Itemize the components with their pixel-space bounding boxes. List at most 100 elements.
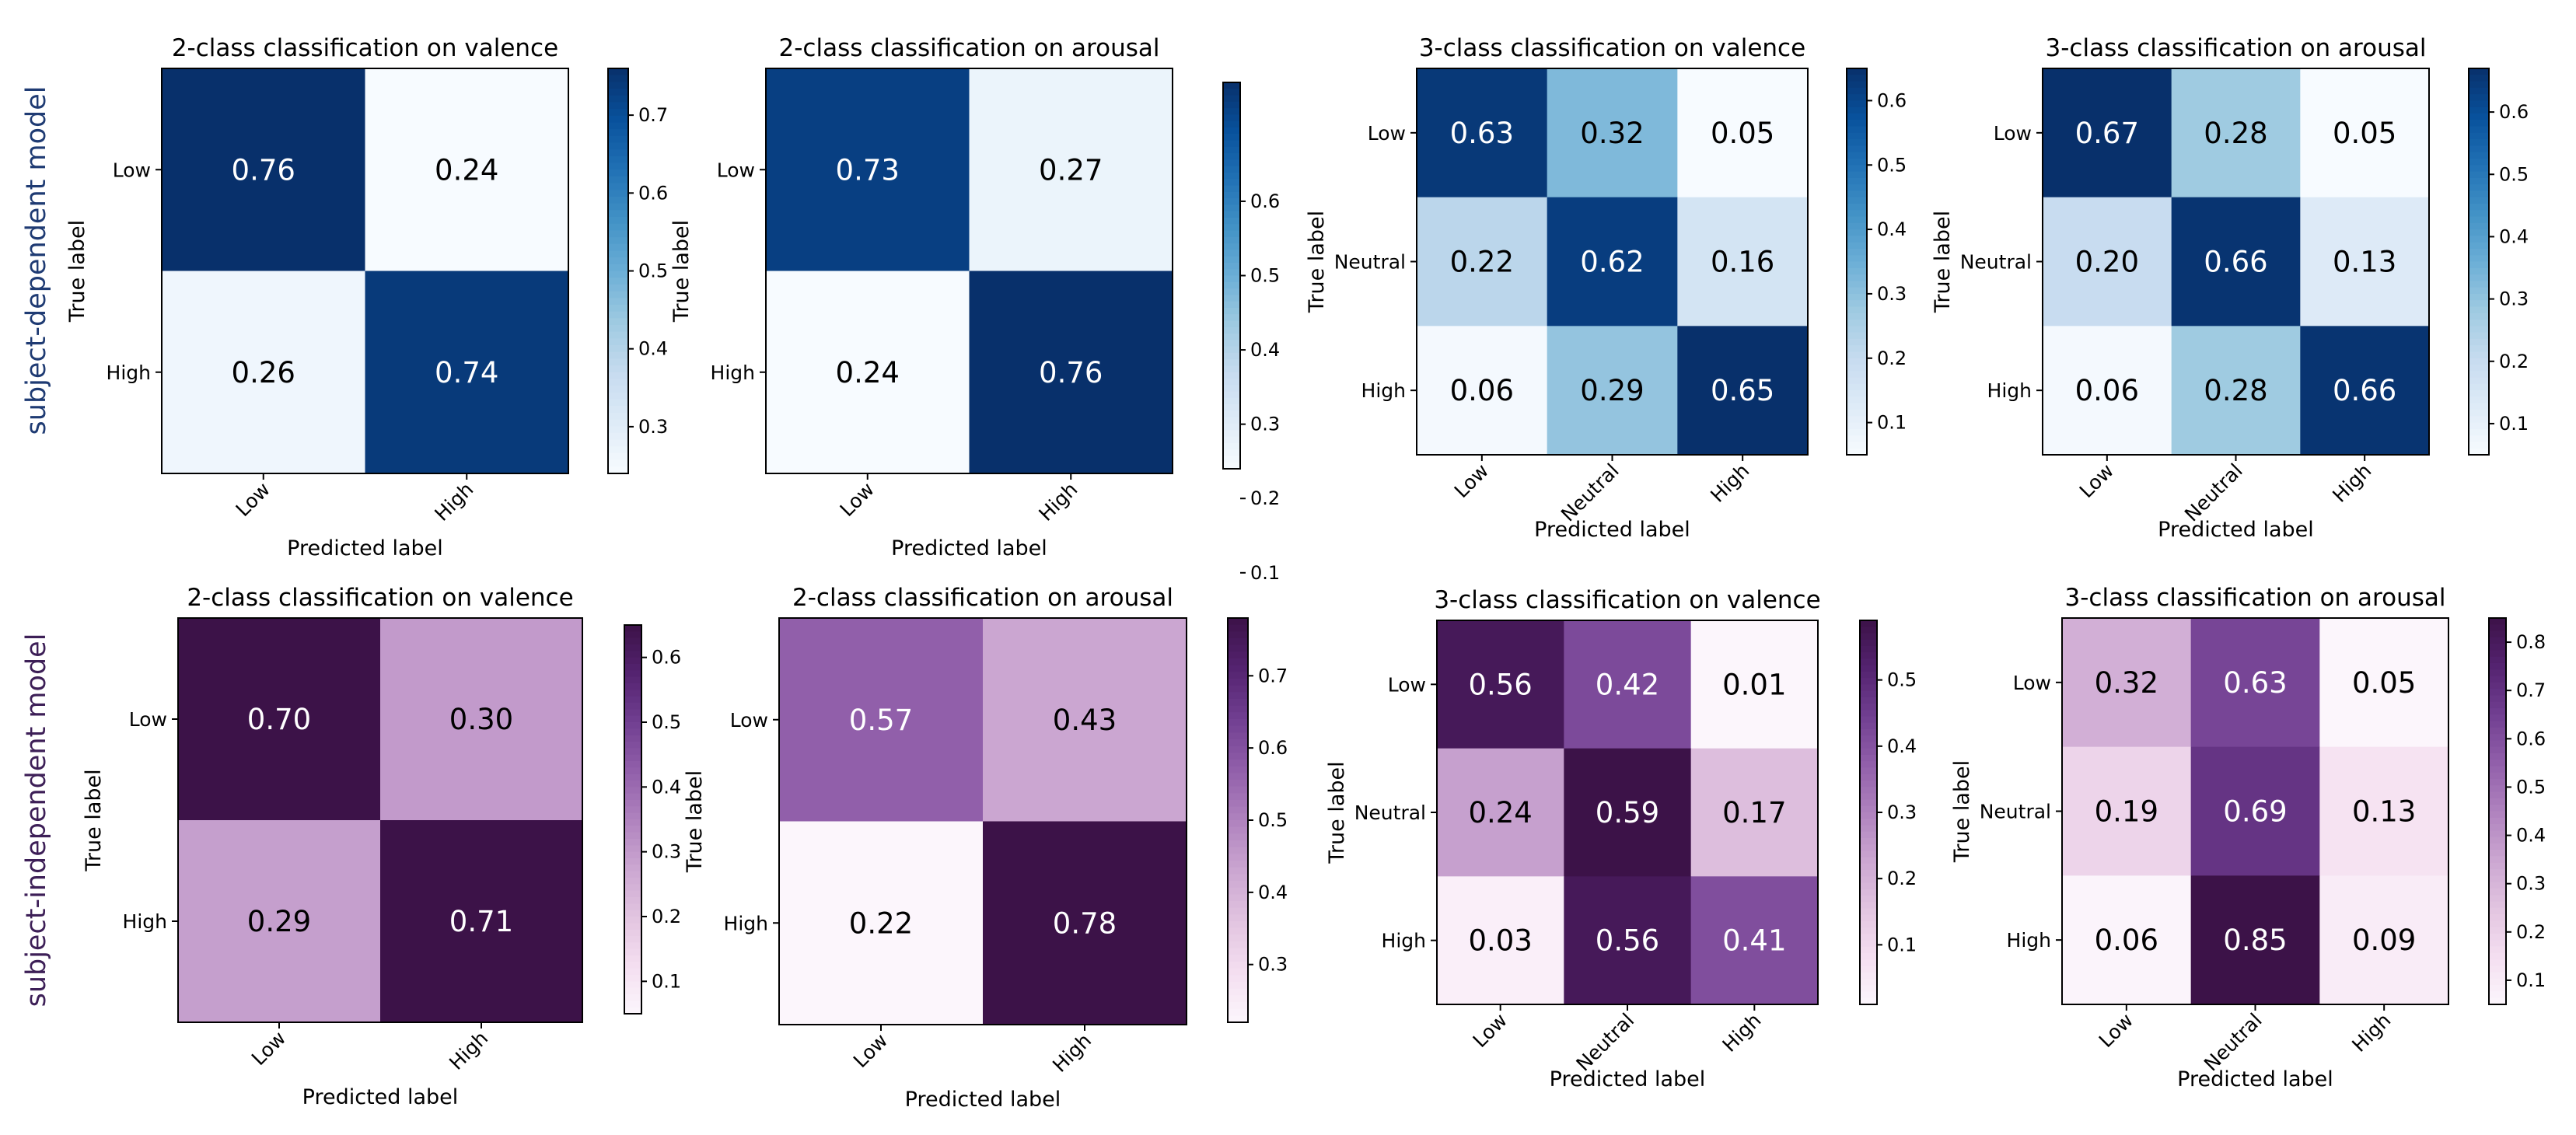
colorbar-tick-label: 0.3 (1877, 283, 1907, 305)
cell-value-label: 0.20 (2075, 246, 2139, 279)
heatmap-cell (2300, 197, 2430, 327)
colorbar-segment (2489, 843, 2506, 850)
colorbar-segment (608, 452, 628, 461)
colorbar-segment (2469, 177, 2489, 185)
colorbar-segment (1860, 665, 1877, 672)
colorbar-tick-label: 0.1 (2516, 969, 2546, 991)
colorbar-segment (608, 109, 628, 117)
colorbar-segment (1860, 620, 1877, 627)
colorbar-segment (1223, 134, 1240, 141)
colorbar-segment (1228, 651, 1248, 659)
colorbar-segment (2469, 428, 2489, 436)
heatmap-cell (1677, 197, 1809, 327)
colorbar-tick-label: 0.4 (1250, 339, 1280, 361)
colorbar-segment (1228, 806, 1248, 814)
colorbar-segment (2489, 888, 2506, 896)
colorbar-segment (1228, 665, 1248, 672)
cell-value-label: 0.76 (232, 153, 295, 187)
colorbar-segment (1228, 1015, 1248, 1023)
colorbar-segment (2469, 236, 2489, 243)
colorbar-segment (624, 936, 641, 943)
x-tick-label: Neutral (1571, 1009, 1638, 1076)
colorbar-segment (1860, 728, 1877, 736)
colorbar-segment (1860, 850, 1877, 858)
x-tick-label: High (2328, 459, 2375, 507)
colorbar-segment (2469, 81, 2489, 89)
colorbar-segment (1228, 1008, 1248, 1016)
colorbar-segment (624, 781, 641, 788)
heatmap-cell (1690, 876, 1819, 1005)
heatmap-cell (766, 68, 970, 271)
colorbar-tick-label: 0.6 (652, 647, 681, 669)
colorbar-segment (1223, 334, 1240, 340)
colorbar-segment (1228, 725, 1248, 733)
colorbar-segment (624, 637, 641, 645)
colorbar-segment (1228, 746, 1248, 753)
colorbar-segment (1847, 338, 1867, 346)
y-axis-label: True label (669, 220, 694, 323)
colorbar-segment (1860, 748, 1877, 756)
colorbar-segment (1860, 735, 1877, 743)
colorbar-tick-label: 0.4 (2499, 225, 2529, 247)
colorbar-segment (1228, 887, 1248, 895)
confusion-matrix-panel: 2-class classification on valence 0.76 0.2… (65, 34, 668, 561)
heatmap-cell (1437, 748, 1564, 877)
colorbar-segment (1228, 840, 1248, 848)
colorbar-segment (608, 271, 628, 278)
colorbar-segment (624, 735, 641, 742)
y-axis-label: True label (683, 770, 707, 873)
colorbar-segment (608, 257, 628, 265)
plot-frame (778, 617, 1187, 1025)
colorbar-segment (2489, 824, 2506, 831)
colorbar-segment (624, 676, 641, 684)
colorbar-segment (1223, 166, 1240, 173)
colorbar-segment (1223, 95, 1240, 103)
colorbar-segment (1223, 365, 1240, 373)
colorbar-segment (2489, 914, 2506, 921)
colorbar-tick-label: 0.3 (1887, 801, 1917, 823)
colorbar-segment (1847, 390, 1867, 398)
y-tick-label: Low (2013, 672, 2051, 694)
chart-title: 2-class classification on valence (187, 584, 573, 612)
colorbar-segment (2469, 120, 2489, 127)
colorbar-segment (1860, 857, 1877, 864)
colorbar-segment (1860, 633, 1877, 641)
colorbar-segment (608, 217, 628, 225)
colorbar-segment (608, 426, 628, 434)
colorbar-segment (2469, 403, 2489, 410)
colorbar-segment (1228, 955, 1248, 962)
plot-frame (765, 68, 1173, 474)
cell-value-label: 0.24 (836, 356, 900, 389)
colorbar-tick-label: 0.5 (1250, 265, 1280, 287)
colorbar-segment (608, 102, 628, 110)
colorbar-segment (1223, 250, 1240, 257)
colorbar-segment (2489, 985, 2506, 993)
colorbar-segment (1228, 1002, 1248, 1010)
colorbar-segment (624, 1001, 641, 1008)
x-tick-label: High (1706, 459, 1753, 507)
heatmap-cell (2300, 68, 2430, 198)
colorbar-segment (624, 728, 641, 736)
cell-value-label: 0.63 (1450, 117, 1514, 150)
colorbar-segment (1228, 658, 1248, 666)
colorbar-segment (1847, 216, 1867, 224)
heatmap-cell (1437, 876, 1564, 1005)
x-tick-label: High (1034, 478, 1082, 526)
colorbar-segment (1223, 372, 1240, 379)
heatmap-cell (2171, 68, 2301, 198)
colorbar-segment (1228, 719, 1248, 727)
colorbar-tick-label: 0.7 (638, 104, 668, 126)
colorbar-segment (1223, 436, 1240, 444)
colorbar-segment (1228, 820, 1248, 828)
colorbar-segment (624, 975, 641, 982)
colorbar-segment (2489, 830, 2506, 838)
colorbar-segment (2489, 682, 2506, 690)
cell-value-label: 0.26 (232, 356, 295, 389)
colorbar-segment (1860, 863, 1877, 871)
colorbar-segment (1228, 927, 1248, 935)
colorbar-segment (1860, 966, 1877, 973)
colorbar-segment (2469, 261, 2489, 269)
colorbar-segment (624, 832, 641, 840)
colorbar-segment (1228, 854, 1248, 861)
x-tick-label: High (1048, 1029, 1096, 1077)
